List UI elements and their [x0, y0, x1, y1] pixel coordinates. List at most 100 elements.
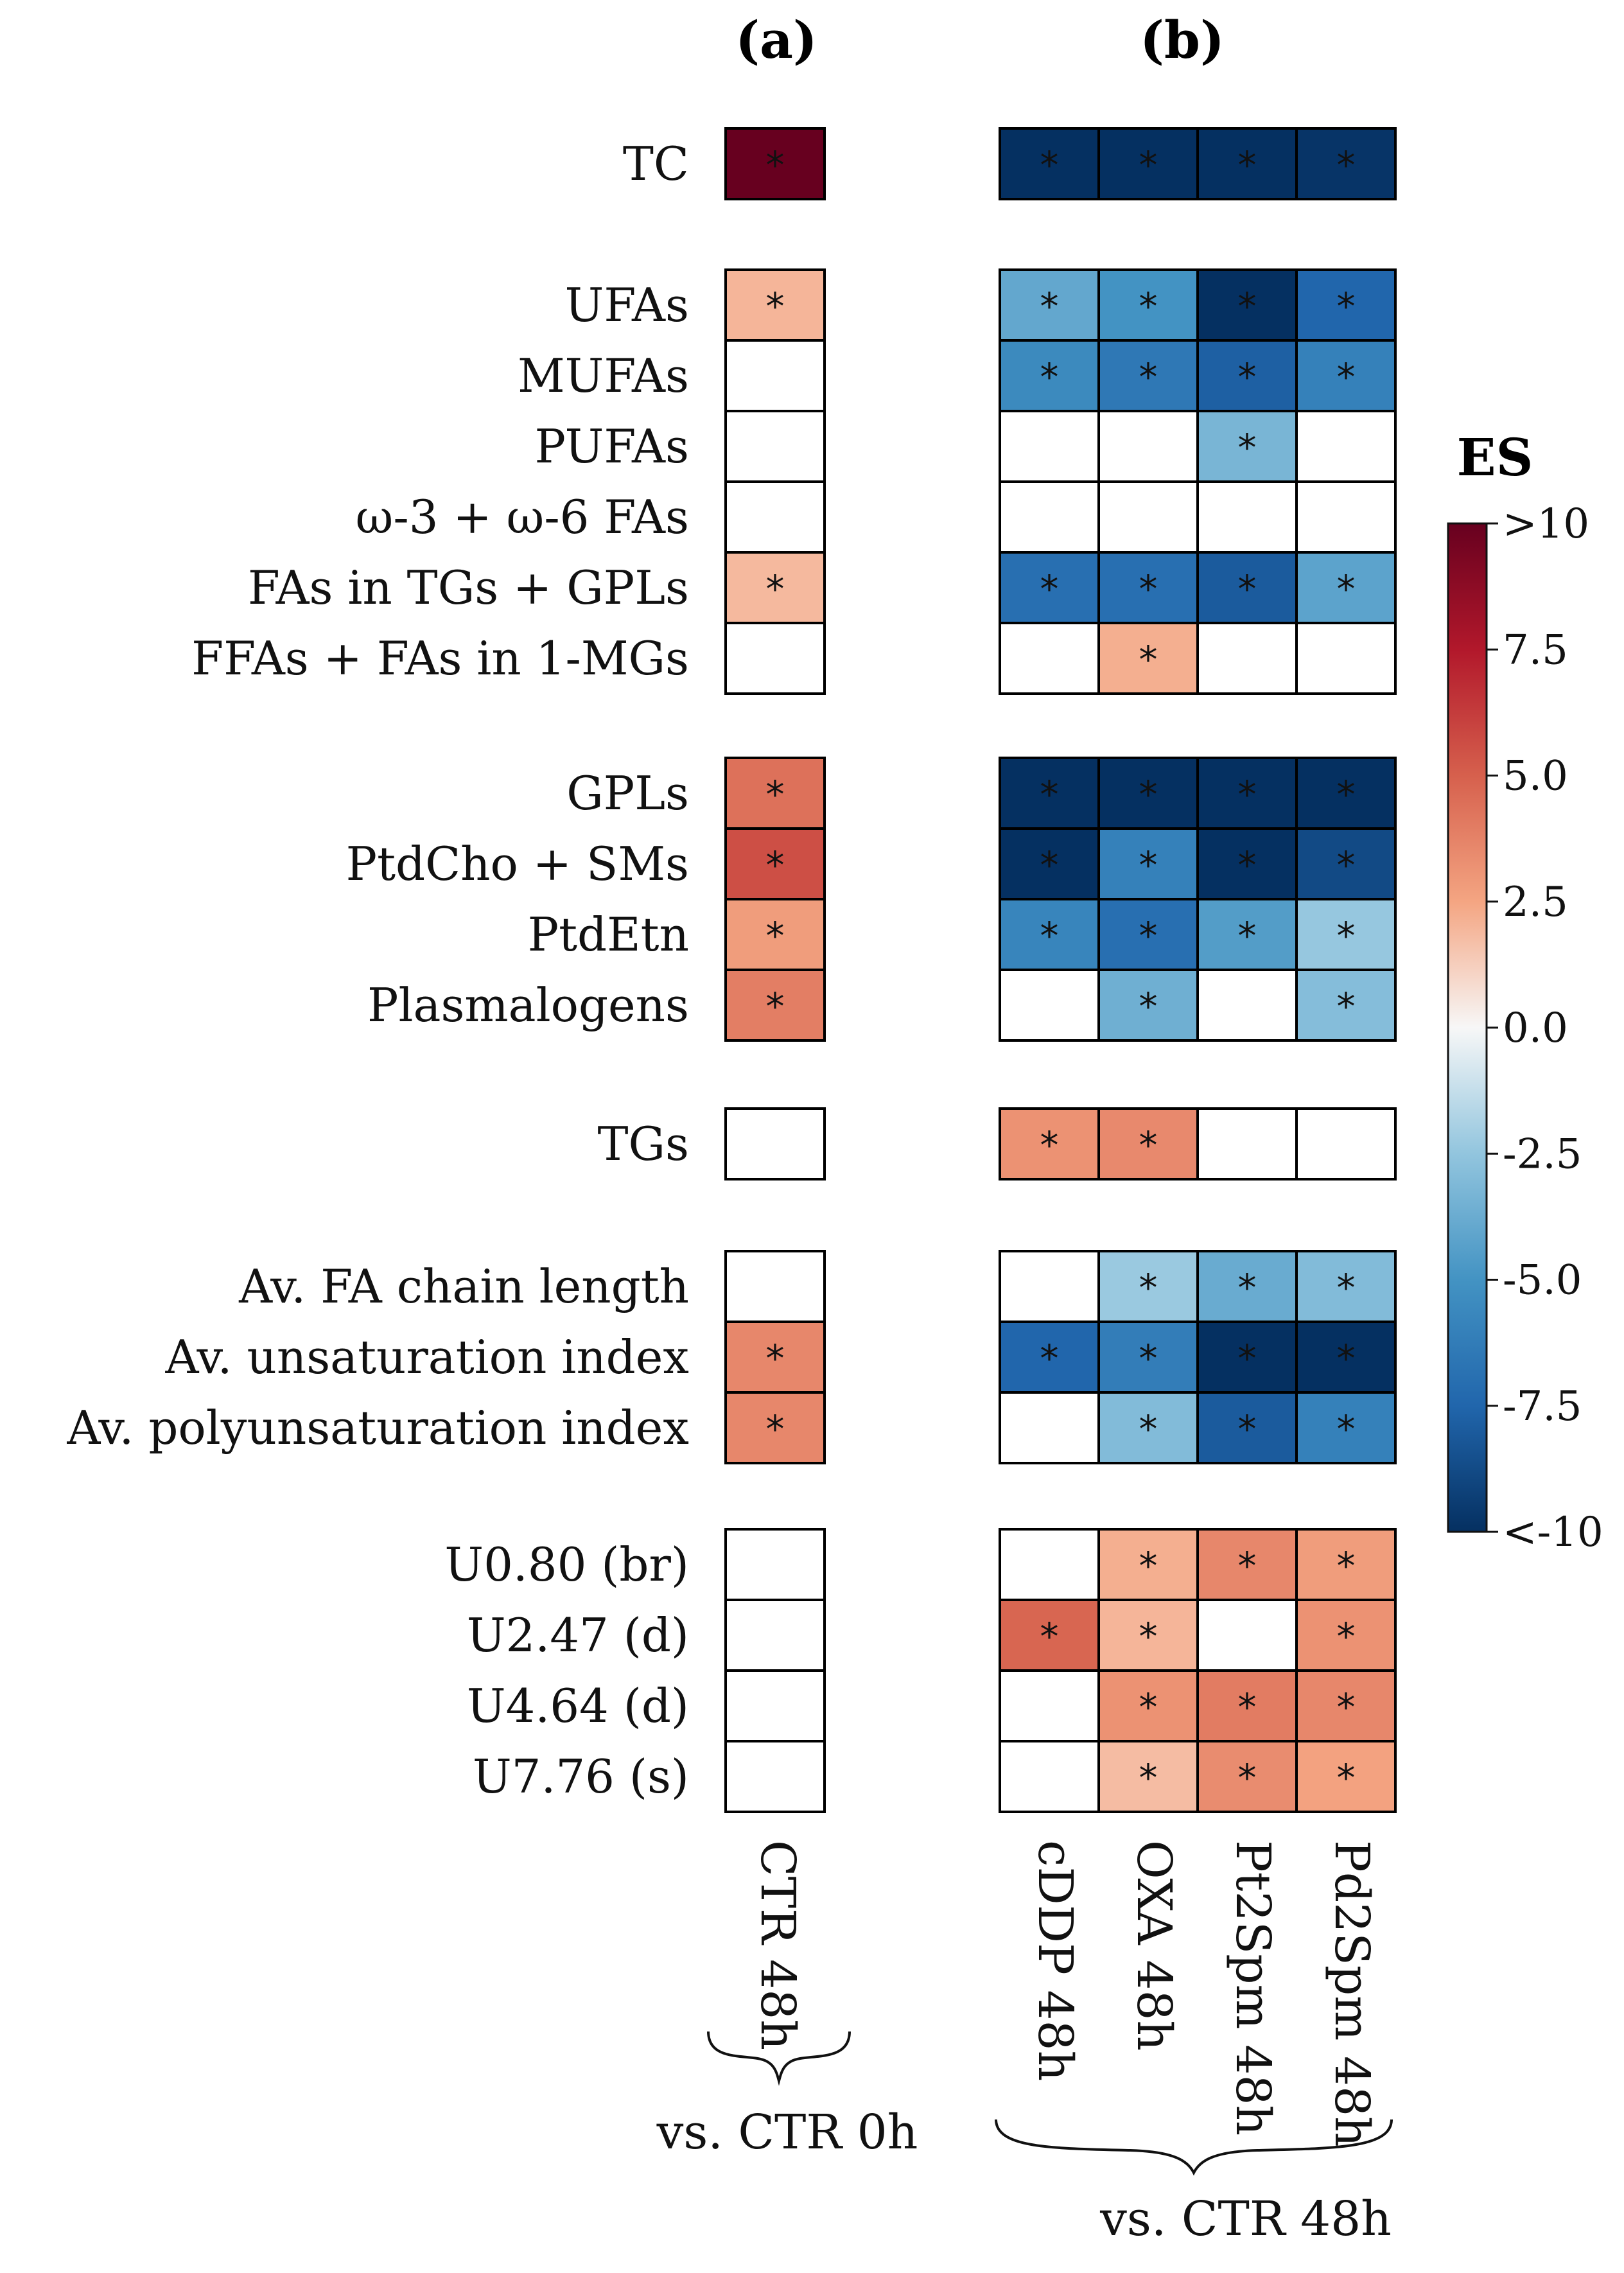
cell-ffas-fas-in-1-mgs-pd2spm-48h	[1295, 622, 1397, 695]
cell-av-polyunsaturation-index-oxa-48h	[1097, 1391, 1199, 1464]
significance-marker: *	[766, 773, 785, 816]
significance-marker: *	[1238, 1407, 1257, 1451]
row-label-u4-64-d: U4.64 (d)	[467, 1679, 689, 1733]
cell-3-6-fas-pt2spm-48h	[1196, 480, 1298, 554]
row-label-mufas: MUFAs	[518, 349, 689, 403]
cell-fas-in-tgs-gpls-cddp-48h	[999, 551, 1100, 624]
colorbar: ES >10 7.5 5.0 2.5 0.0 -2.5 -5.0 -7.5 <-10	[1447, 427, 1603, 1556]
cell-av-unsaturation-index-pd2spm-48h	[1295, 1321, 1397, 1394]
row-label-3-6-fas: ω-3 + ω-6 FAs	[356, 490, 689, 544]
significance-marker: *	[1040, 567, 1059, 611]
significance-marker: *	[1139, 1544, 1158, 1588]
significance-marker: *	[1238, 285, 1257, 328]
significance-marker: *	[1139, 1407, 1158, 1451]
cell-3-6-fas-pd2spm-48h	[1295, 480, 1397, 554]
cell-tc-pd2spm-48h	[1295, 127, 1397, 200]
comparison-label-b: vs. CTR 48h	[1099, 2191, 1392, 2247]
colorbar-title: ES	[1457, 427, 1533, 487]
colorbar-tick-label: 2.5	[1503, 879, 1568, 926]
colorbar-tick-label: -7.5	[1503, 1383, 1582, 1430]
cell-pufas-pd2spm-48h	[1295, 410, 1397, 483]
cell-u7-76-s-cddp-48h	[999, 1740, 1100, 1813]
cell-fas-in-tgs-gpls-pt2spm-48h	[1196, 551, 1298, 624]
cell-tgs-oxa-48h	[1097, 1107, 1199, 1180]
colorbar-ticks: >10 7.5 5.0 2.5 0.0 -2.5 -5.0 -7.5 <-10	[1487, 500, 1603, 1556]
column-label-pt2spm-48h: Pt2Spm 48h	[1225, 1840, 1280, 2136]
cell-tgs-cddp-48h	[999, 1107, 1100, 1180]
cell-u0-80-br-pt2spm-48h	[1196, 1528, 1298, 1601]
panel-label-b: (b)	[1140, 10, 1225, 70]
significance-marker: *	[1238, 843, 1257, 887]
cell-mufas-oxa-48h	[1097, 339, 1199, 412]
significance-marker: *	[1337, 143, 1356, 187]
significance-marker: *	[1139, 914, 1158, 958]
cell-plasmalogens-cddp-48h	[999, 969, 1100, 1042]
cell-av-fa-chain-length-cddp-48h	[999, 1250, 1100, 1323]
cell-ffas-fas-in-1-mgs-ctr-48h	[724, 622, 826, 695]
significance-marker: *	[1040, 143, 1059, 187]
cell-pufas-ctr-48h	[724, 410, 826, 483]
cell-u0-80-br-pd2spm-48h	[1295, 1528, 1397, 1601]
significance-marker: *	[1139, 1756, 1158, 1800]
column-label-oxa-48h: OXA 48h	[1126, 1840, 1182, 2051]
cell-av-unsaturation-index-ctr-48h	[724, 1321, 826, 1394]
cell-av-fa-chain-length-oxa-48h	[1097, 1250, 1199, 1323]
significance-marker: *	[1139, 843, 1158, 887]
cell-av-fa-chain-length-ctr-48h	[724, 1250, 826, 1323]
cell-av-polyunsaturation-index-pd2spm-48h	[1295, 1391, 1397, 1464]
significance-marker: *	[1238, 1337, 1257, 1380]
row-label-u7-76-s: U7.76 (s)	[473, 1750, 689, 1803]
significance-marker: *	[1040, 843, 1059, 887]
row-label-av-fa-chain-length: Av. FA chain length	[238, 1259, 689, 1313]
cell-fas-in-tgs-gpls-ctr-48h	[724, 551, 826, 624]
cell-tc-oxa-48h	[1097, 127, 1199, 200]
colorbar-tick-label: -2.5	[1503, 1130, 1582, 1178]
colorbar-tick-label: <-10	[1503, 1509, 1603, 1556]
cell-av-unsaturation-index-cddp-48h	[999, 1321, 1100, 1394]
significance-marker: *	[1040, 1337, 1059, 1380]
cell-plasmalogens-pt2spm-48h	[1196, 969, 1298, 1042]
significance-marker: *	[1238, 1544, 1257, 1588]
cell-ptdcho-sms-ctr-48h	[724, 827, 826, 900]
significance-marker: *	[1238, 773, 1257, 816]
cell-u4-64-d-ctr-48h	[724, 1669, 826, 1742]
cell-gpls-pd2spm-48h	[1295, 757, 1397, 830]
cell-3-6-fas-cddp-48h	[999, 480, 1100, 554]
row-label-gpls: GPLs	[566, 766, 689, 820]
cell-av-unsaturation-index-oxa-48h	[1097, 1321, 1199, 1394]
significance-marker: *	[1040, 914, 1059, 958]
cell-ptdcho-sms-oxa-48h	[1097, 827, 1199, 900]
heatmap-rows: TC * * * * * UFAs * * * * * MUFAs * * * * PUFAs * ω-3 + ω-6…	[66, 127, 1397, 1813]
cell-pufas-cddp-48h	[999, 410, 1100, 483]
cell-pufas-oxa-48h	[1097, 410, 1199, 483]
significance-marker: *	[1139, 1123, 1158, 1167]
significance-marker: *	[1139, 143, 1158, 187]
significance-marker: *	[1337, 567, 1356, 611]
cell-ufas-pd2spm-48h	[1295, 268, 1397, 342]
significance-marker: *	[1238, 143, 1257, 187]
significance-marker: *	[1139, 1266, 1158, 1310]
cell-u7-76-s-pd2spm-48h	[1295, 1740, 1397, 1813]
significance-marker: *	[766, 143, 785, 187]
significance-marker: *	[1238, 1685, 1257, 1729]
cell-plasmalogens-pd2spm-48h	[1295, 969, 1397, 1042]
significance-marker: *	[1139, 567, 1158, 611]
cell-tc-ctr-48h	[724, 127, 826, 200]
row-label-ufas: UFAs	[565, 278, 689, 332]
column-label-pd2spm-48h: Pd2Spm 48h	[1324, 1840, 1379, 2147]
significance-marker: *	[1337, 1407, 1356, 1451]
significance-marker: *	[1238, 914, 1257, 958]
cell-ffas-fas-in-1-mgs-pt2spm-48h	[1196, 622, 1298, 695]
significance-marker: *	[1139, 355, 1158, 399]
significance-marker: *	[1337, 1685, 1356, 1729]
significance-marker: *	[1040, 1615, 1059, 1658]
significance-marker: *	[766, 285, 785, 328]
row-label-u0-80-br: U0.80 (br)	[444, 1538, 689, 1592]
significance-marker: *	[1040, 355, 1059, 399]
row-label-tgs: TGs	[598, 1117, 690, 1171]
cell-gpls-cddp-48h	[999, 757, 1100, 830]
significance-marker: *	[766, 1337, 785, 1380]
colorbar-gradient	[1447, 522, 1488, 1533]
significance-marker: *	[1139, 638, 1158, 681]
row-label-pufas: PUFAs	[534, 419, 689, 473]
